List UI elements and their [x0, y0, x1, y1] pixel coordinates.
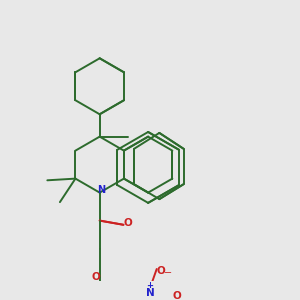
Text: O: O: [173, 291, 182, 300]
Text: +: +: [146, 281, 154, 290]
Text: O: O: [124, 218, 133, 228]
Text: O: O: [156, 266, 165, 276]
Text: N: N: [98, 185, 106, 195]
Text: N: N: [146, 288, 154, 298]
Text: −: −: [164, 268, 172, 278]
Text: O: O: [92, 272, 100, 283]
